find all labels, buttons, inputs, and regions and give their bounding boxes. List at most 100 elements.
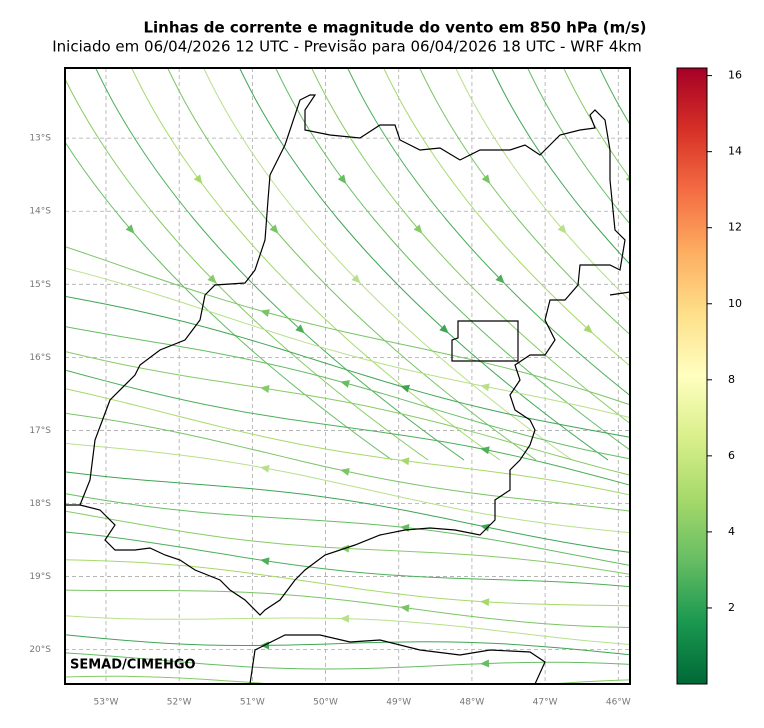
lat-tick-label: 14°S bbox=[29, 207, 51, 217]
streamline bbox=[563, 68, 630, 180]
arrow bbox=[340, 467, 350, 476]
arrow bbox=[193, 174, 203, 185]
arrow bbox=[400, 604, 410, 613]
colorbar-tick-label: 6 bbox=[728, 449, 735, 462]
streamline bbox=[65, 77, 429, 461]
arrow bbox=[480, 383, 490, 392]
streamline bbox=[65, 493, 630, 566]
streamline bbox=[311, 68, 630, 425]
colorbar-tick-label: 2 bbox=[728, 601, 735, 614]
streamline bbox=[383, 68, 630, 367]
arrow bbox=[557, 224, 567, 234]
credit: SEMAD/CIMEHGO bbox=[70, 658, 196, 673]
lat-tick-label: 16°S bbox=[29, 353, 51, 363]
arrow bbox=[639, 274, 651, 286]
lat-tick-label: 15°S bbox=[29, 280, 51, 290]
arrow bbox=[480, 659, 490, 668]
axes: 53°W 52°W 51°W 50°W 49°W 48°W 47°W 46°W 13°S 14°S… bbox=[29, 69, 742, 708]
borders bbox=[65, 94, 630, 684]
arrow bbox=[260, 309, 270, 317]
streamline bbox=[131, 68, 501, 461]
lon-tick-label: 50°W bbox=[313, 698, 338, 708]
lon-tick-label: 53°W bbox=[94, 698, 119, 708]
streamline bbox=[65, 634, 630, 656]
streamline bbox=[65, 326, 630, 460]
streamline bbox=[527, 68, 630, 225]
arrow bbox=[480, 523, 490, 532]
colorbar bbox=[676, 67, 708, 685]
lat-tick-label: 20°S bbox=[29, 645, 51, 655]
df-border bbox=[451, 320, 519, 362]
streamline bbox=[167, 68, 537, 461]
colorbar-tick-label: 8 bbox=[728, 373, 735, 386]
lon-tick-label: 51°W bbox=[240, 698, 265, 708]
arrow bbox=[269, 224, 279, 234]
streamline bbox=[65, 388, 630, 496]
streamline bbox=[65, 510, 630, 575]
streamline bbox=[65, 141, 393, 461]
streamline bbox=[275, 68, 630, 451]
colorbar-tick-label: 16 bbox=[728, 69, 742, 82]
colorbar-tick-label: 10 bbox=[728, 297, 742, 310]
state-border bbox=[65, 94, 626, 616]
streamline bbox=[65, 615, 630, 645]
lat-tick-label: 13°S bbox=[29, 134, 51, 144]
arrow bbox=[413, 224, 423, 234]
streamline bbox=[419, 68, 630, 336]
subtitle: Iniciado em 06/04/2026 12 UTC - Previsão… bbox=[52, 38, 641, 56]
arrow bbox=[207, 274, 217, 284]
lon-tick-label: 52°W bbox=[167, 698, 192, 708]
arrow bbox=[495, 274, 505, 284]
title: Linhas de corrente e magnitude do vento … bbox=[143, 19, 646, 37]
lon-tick-label: 46°W bbox=[606, 698, 631, 708]
streamline bbox=[65, 369, 630, 486]
arrow bbox=[340, 380, 350, 388]
arrow bbox=[625, 174, 630, 185]
arrow bbox=[400, 384, 410, 393]
streamline bbox=[65, 652, 630, 670]
lat-tick-label: 19°S bbox=[29, 572, 51, 582]
arrow bbox=[481, 174, 491, 185]
streamline bbox=[65, 412, 630, 512]
colorbar-tick-label: 12 bbox=[728, 221, 742, 234]
colorbar-tick-label: 14 bbox=[728, 145, 742, 158]
lon-tick-label: 47°W bbox=[533, 698, 558, 708]
arrow bbox=[340, 614, 350, 623]
arrow bbox=[400, 457, 410, 466]
streamline bbox=[347, 68, 630, 397]
streamline bbox=[95, 68, 465, 461]
streamline bbox=[491, 68, 630, 265]
streamline bbox=[65, 531, 630, 588]
arrow bbox=[260, 385, 270, 393]
streamline bbox=[65, 471, 630, 553]
arrow bbox=[337, 174, 347, 185]
arrow bbox=[480, 598, 490, 607]
streamline bbox=[65, 589, 630, 628]
lat-tick-label: 17°S bbox=[29, 426, 51, 436]
lat-tick-label: 18°S bbox=[29, 499, 51, 509]
arrow bbox=[260, 557, 270, 566]
colorbar-tick-label: 4 bbox=[728, 525, 735, 538]
arrow bbox=[439, 324, 449, 334]
streamline bbox=[65, 295, 630, 438]
arrow bbox=[295, 324, 305, 334]
arrow bbox=[125, 224, 135, 234]
streamline bbox=[455, 68, 630, 302]
streamline bbox=[65, 267, 630, 419]
streamlines bbox=[65, 68, 739, 694]
arrow bbox=[351, 274, 361, 284]
lon-tick-label: 49°W bbox=[386, 698, 411, 708]
map-frame bbox=[64, 67, 631, 685]
lon-tick-label: 48°W bbox=[459, 698, 484, 708]
streamline bbox=[65, 559, 630, 607]
south-border bbox=[249, 634, 546, 684]
arrow bbox=[583, 324, 593, 334]
east-border bbox=[609, 291, 630, 296]
streamline bbox=[65, 442, 630, 534]
streamline bbox=[65, 351, 630, 476]
arrow bbox=[727, 324, 739, 336]
arrow bbox=[400, 686, 409, 694]
arrow bbox=[260, 464, 270, 473]
